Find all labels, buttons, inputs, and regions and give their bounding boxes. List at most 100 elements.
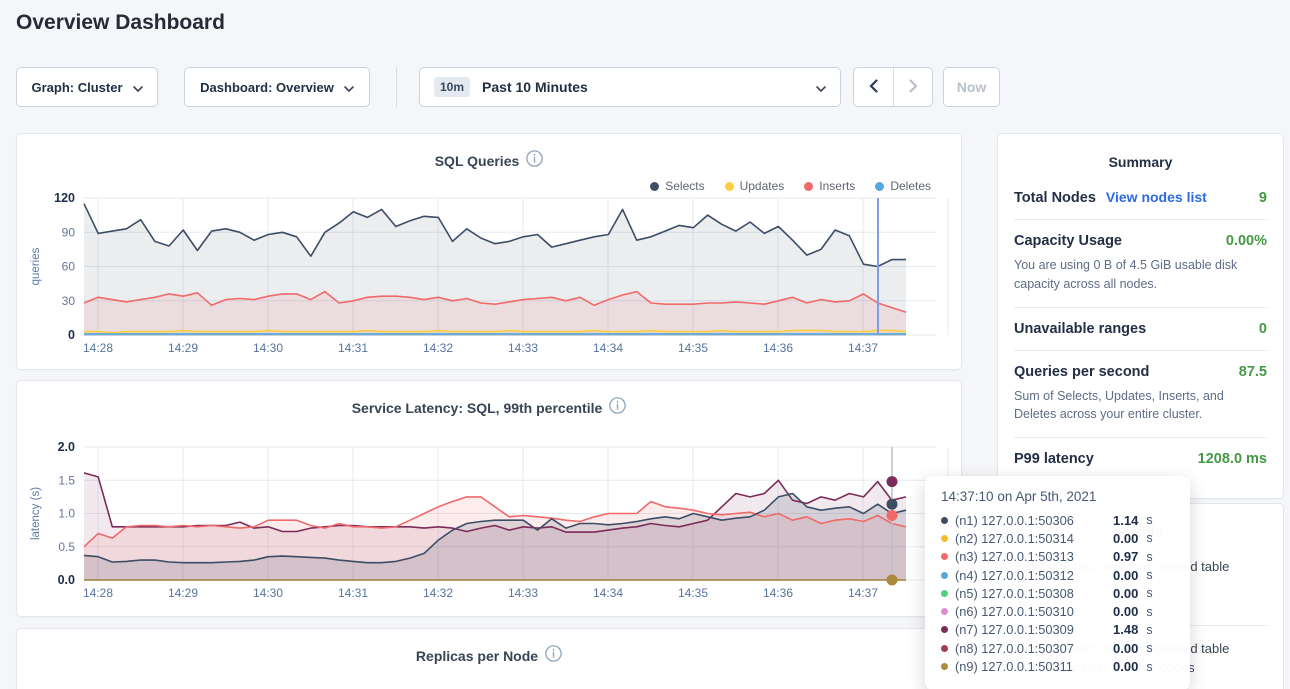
- svg-text:14:30: 14:30: [253, 586, 283, 600]
- tooltip-node-row: (n4) 127.0.0.1:503120.00s: [941, 566, 1174, 584]
- replicas-per-node-chart-card: Replicas per Node: [16, 628, 962, 689]
- summary-value: 1208.0 ms: [1198, 451, 1267, 467]
- info-icon[interactable]: [545, 645, 562, 667]
- svg-text:14:34: 14:34: [593, 586, 623, 600]
- dashboard-selector-dropdown[interactable]: Dashboard: Overview: [184, 67, 370, 107]
- svg-text:14:28: 14:28: [83, 586, 113, 600]
- series-dot-icon: [941, 535, 948, 542]
- time-next-button[interactable]: [893, 68, 932, 106]
- summary-label: Capacity Usage: [1014, 233, 1122, 249]
- info-icon[interactable]: [526, 150, 543, 172]
- summary-rows: Total Nodes View nodes list 9 Capacity Usag…: [998, 170, 1283, 480]
- svg-text:14:35: 14:35: [678, 586, 708, 600]
- chevron-down-icon: [133, 80, 143, 95]
- svg-text:14:29: 14:29: [168, 341, 198, 355]
- summary-panel: Summary Total Nodes View nodes list 9 Capac…: [997, 133, 1284, 499]
- svg-text:queries: queries: [30, 247, 42, 285]
- chart-title: Service Latency: SQL, 99th percentile: [352, 400, 603, 416]
- series-dot-icon: [941, 553, 948, 560]
- svg-text:14:36: 14:36: [763, 586, 793, 600]
- svg-text:14:32: 14:32: [423, 341, 453, 355]
- svg-text:14:36: 14:36: [763, 341, 793, 355]
- legend-dot-icon: [804, 182, 813, 191]
- series-dot-icon: [941, 626, 948, 633]
- svg-text:0: 0: [68, 328, 75, 342]
- svg-text:2.0: 2.0: [58, 440, 75, 454]
- chevron-down-icon: [816, 80, 826, 95]
- svg-text:14:30: 14:30: [253, 341, 283, 355]
- summary-row: Total Nodes View nodes list 9: [1014, 176, 1267, 220]
- time-range-dropdown[interactable]: 10m Past 10 Minutes: [419, 67, 841, 107]
- legend-dot-icon: [875, 182, 884, 191]
- graph-selector-dropdown[interactable]: Graph: Cluster: [16, 67, 158, 107]
- summary-row: P99 latency 1208.0 ms: [1014, 438, 1267, 480]
- svg-text:14:28: 14:28: [83, 341, 113, 355]
- svg-text:0.5: 0.5: [58, 540, 75, 554]
- graph-selector-label: Graph: Cluster: [31, 80, 122, 95]
- series-dot-icon: [941, 645, 948, 652]
- summary-value: 0: [1259, 321, 1267, 337]
- svg-text:30: 30: [62, 294, 76, 308]
- series-dot-icon: [941, 572, 948, 579]
- summary-title: Summary: [998, 134, 1283, 170]
- svg-text:14:35: 14:35: [678, 341, 708, 355]
- time-prev-button[interactable]: [854, 68, 893, 106]
- svg-text:14:33: 14:33: [508, 341, 538, 355]
- svg-text:0.0: 0.0: [58, 573, 75, 587]
- summary-description: Sum of Selects, Updates, Inserts, and De…: [1014, 387, 1267, 425]
- legend-item-inserts[interactable]: Inserts: [804, 179, 855, 193]
- svg-text:14:29: 14:29: [168, 586, 198, 600]
- page-title: Overview Dashboard: [16, 11, 225, 35]
- summary-value: 9: [1259, 190, 1267, 206]
- summary-value: 0.00%: [1226, 233, 1267, 249]
- svg-text:60: 60: [62, 260, 76, 274]
- tooltip-node-row: (n8) 127.0.0.1:503070.00s: [941, 639, 1174, 657]
- legend-item-deletes[interactable]: Deletes: [875, 179, 931, 193]
- summary-label: Total Nodes: [1014, 190, 1096, 206]
- svg-text:latency (s): latency (s): [30, 487, 42, 540]
- svg-text:90: 90: [62, 225, 76, 239]
- time-window-badge: 10m: [434, 77, 470, 97]
- tooltip-node-row: (n2) 127.0.0.1:503140.00s: [941, 529, 1174, 547]
- summary-value: 87.5: [1239, 364, 1267, 380]
- chevron-left-icon: [869, 79, 878, 96]
- svg-text:14:31: 14:31: [338, 586, 368, 600]
- dashboard-selector-label: Dashboard: Overview: [200, 80, 334, 95]
- tooltip-node-row: (n5) 127.0.0.1:503080.00s: [941, 584, 1174, 602]
- summary-row: Capacity Usage0.00%You are using 0 B of …: [1014, 220, 1267, 308]
- view-nodes-list-link[interactable]: View nodes list: [1106, 189, 1207, 205]
- now-button[interactable]: Now: [943, 67, 1000, 107]
- toolbar: Graph: Cluster Dashboard: Overview 10m P…: [16, 67, 1000, 107]
- svg-text:1.5: 1.5: [58, 473, 75, 487]
- svg-text:120: 120: [54, 191, 75, 205]
- svg-text:14:37: 14:37: [848, 341, 878, 355]
- toolbar-divider: [396, 67, 397, 107]
- legend-item-selects[interactable]: Selects: [650, 179, 704, 193]
- overview-dashboard-page: Overview Dashboard Graph: Cluster Dashbo…: [0, 0, 1290, 689]
- tooltip-node-row: (n7) 127.0.0.1:503091.48s: [941, 621, 1174, 639]
- tooltip-timestamp: 14:37:10 on Apr 5th, 2021: [941, 489, 1174, 504]
- tooltip-node-row: (n1) 127.0.0.1:503061.14s: [941, 511, 1174, 529]
- chart-title: Replicas per Node: [416, 648, 538, 664]
- summary-row: Queries per second 87.5 Sum of Selects, Up…: [1014, 351, 1267, 439]
- sql-queries-chart-card: SQL Queries Selects Updates Inserts Deletes…: [16, 133, 962, 370]
- series-dot-icon: [941, 608, 948, 615]
- legend-item-updates[interactable]: Updates: [725, 179, 785, 193]
- series-dot-icon: [941, 517, 948, 524]
- svg-text:1.0: 1.0: [58, 507, 75, 521]
- summary-row: Unavailable ranges 0: [1014, 308, 1267, 351]
- svg-text:14:31: 14:31: [338, 341, 368, 355]
- svg-text:14:33: 14:33: [508, 586, 538, 600]
- chart-legend: Selects Updates Inserts Deletes: [650, 179, 931, 193]
- info-icon[interactable]: [609, 397, 626, 419]
- time-range-label: Past 10 Minutes: [482, 79, 588, 95]
- legend-dot-icon: [650, 182, 659, 191]
- service-latency-chart-card: Service Latency: SQL, 99th percentile 0.…: [16, 380, 962, 617]
- chevron-down-icon: [344, 80, 354, 95]
- svg-text:14:37: 14:37: [848, 586, 878, 600]
- summary-label: Queries per second: [1014, 364, 1149, 380]
- summary-label: P99 latency: [1014, 451, 1094, 467]
- summary-label: Unavailable ranges: [1014, 321, 1146, 337]
- chart-title: SQL Queries: [435, 153, 520, 169]
- tooltip-node-row: (n9) 127.0.0.1:503110.00s: [941, 657, 1174, 675]
